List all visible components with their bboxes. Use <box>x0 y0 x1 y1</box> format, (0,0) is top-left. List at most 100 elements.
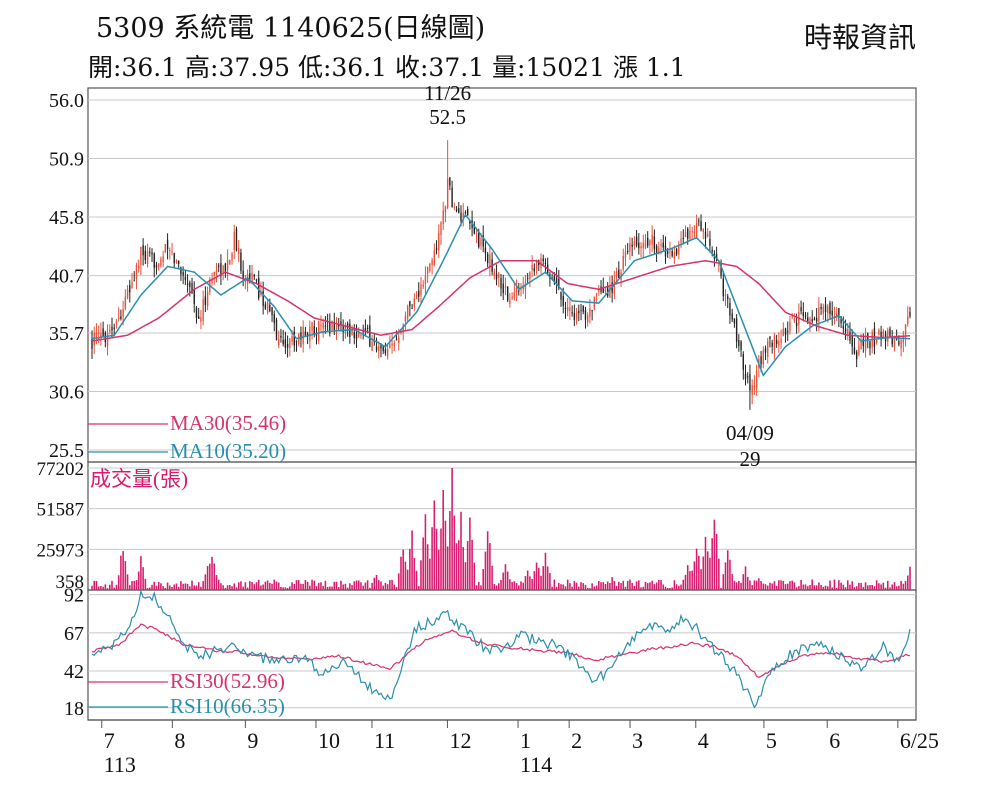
candle-body <box>909 312 911 317</box>
volume-bar <box>151 584 153 590</box>
candle-body <box>898 341 900 345</box>
volume-bar <box>782 580 785 590</box>
candle-body <box>420 284 422 296</box>
volume-bar <box>400 556 402 590</box>
low-annotation-value: 29 <box>739 447 760 471</box>
candle-body <box>233 231 235 250</box>
volume-bar <box>729 559 731 590</box>
candle-body <box>515 288 518 293</box>
volume-bar <box>302 583 304 590</box>
rsi10-line <box>91 589 911 709</box>
volume-bar <box>589 588 591 590</box>
candle-body <box>627 251 629 253</box>
candle-body <box>671 251 673 256</box>
volume-bar <box>829 580 831 590</box>
volume-bar <box>615 585 618 590</box>
candle-body <box>860 340 862 350</box>
volume-bar <box>755 580 758 590</box>
volume-bar <box>160 583 162 590</box>
candle-body <box>847 328 849 337</box>
price-tick-label: 35.7 <box>49 323 84 345</box>
candle-body <box>753 385 756 390</box>
candle-body <box>315 333 318 336</box>
volume-bar <box>233 583 236 590</box>
volume-bar <box>222 585 224 590</box>
moving-average-lines <box>91 213 911 377</box>
volume-bar <box>213 563 216 590</box>
candle-body <box>520 288 522 290</box>
candle-body <box>435 248 438 250</box>
rsi10-legend: RSI10(66.35) <box>170 694 285 718</box>
candle-body <box>791 316 793 319</box>
volume-bar <box>235 587 238 590</box>
candle-body <box>907 316 909 324</box>
candle-body <box>213 271 215 276</box>
volume-bar <box>331 586 333 590</box>
candle-body <box>635 236 638 246</box>
volume-bar <box>693 561 696 590</box>
candle-body <box>122 309 124 318</box>
volume-bar <box>411 530 413 590</box>
volume-bar <box>649 582 651 590</box>
volume-bar <box>871 584 873 590</box>
candle-body <box>878 329 880 335</box>
candle-body <box>807 317 809 322</box>
x-tick-label: 2 <box>571 728 582 753</box>
volume-bar <box>393 584 396 590</box>
volume-bar <box>529 576 531 590</box>
candle-body <box>486 253 489 264</box>
volume-bar <box>475 585 478 590</box>
candle-body <box>258 277 260 298</box>
volume-bar <box>604 583 607 590</box>
candle-body <box>702 228 704 233</box>
candle-body <box>580 309 582 311</box>
volume-bar <box>462 547 464 590</box>
volume-bars: 成交量(張) <box>90 467 911 590</box>
candle-body <box>186 283 189 286</box>
x-tick-label: 6 <box>829 728 840 753</box>
candle-body <box>111 326 113 331</box>
candle-body <box>771 342 773 347</box>
candle-body <box>422 284 424 287</box>
volume-bar <box>715 533 718 590</box>
volume-bar <box>633 585 636 590</box>
candle-body <box>115 321 118 324</box>
candle-body <box>262 291 264 306</box>
volume-bar <box>369 587 371 590</box>
x-tick-label: 6/25 <box>900 728 939 753</box>
candle-body <box>304 331 307 337</box>
high-annotation-value: 52.5 <box>429 105 466 129</box>
candle-body <box>175 260 178 263</box>
candle-body <box>269 304 271 312</box>
volume-bar <box>353 581 356 590</box>
volume-bar <box>451 468 453 590</box>
volume-bar <box>824 585 827 590</box>
candle-body <box>131 281 133 289</box>
candle-body <box>609 286 611 298</box>
volume-bar <box>217 579 220 590</box>
chart-title: 5309 系統電 1140625(日線圖) <box>96 13 486 44</box>
volume-bar <box>542 566 545 590</box>
candle-body <box>198 316 200 319</box>
volume-bar <box>226 585 229 590</box>
volume-bar <box>740 582 742 590</box>
volume-bar <box>695 548 698 590</box>
volume-bar <box>97 586 100 590</box>
volume-bar <box>624 586 627 590</box>
volume-bar <box>660 580 662 590</box>
volume-bar <box>391 579 393 590</box>
volume-bar <box>344 583 347 590</box>
candle-body <box>555 277 558 285</box>
volume-bar <box>702 556 705 590</box>
volume-bar <box>522 582 525 590</box>
candle-body <box>747 376 749 378</box>
volume-bar <box>373 577 376 590</box>
candle-body <box>802 312 804 317</box>
candle-body <box>331 320 333 331</box>
volume-bar <box>598 580 600 590</box>
candle-body <box>113 327 115 329</box>
candle-body <box>280 335 282 338</box>
volume-bar <box>631 583 633 590</box>
